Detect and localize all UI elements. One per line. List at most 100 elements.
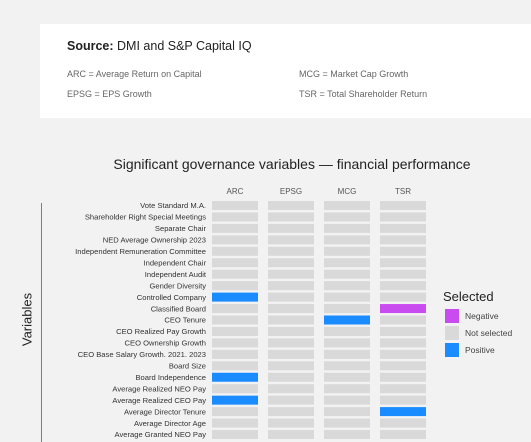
heatmap-cell-controlled-company-mcg <box>324 292 370 302</box>
heatmap-cell-ned-average-ownership-2023-tsr <box>380 235 426 245</box>
heatmap-cell-independent-remuneration-committee-arc <box>212 246 258 256</box>
heatmap-cell-ceo-realized-pay-growth-mcg <box>324 326 370 336</box>
abbreviation-arc: ARC = Average Return on Capital <box>67 69 202 79</box>
axis-accent-line <box>41 203 42 442</box>
row-label-ceo-base-salary-growth-2021-2023: CEO Base Salary Growth. 2021. 2023 <box>78 350 206 359</box>
column-header-mcg: MCG <box>338 187 357 196</box>
heatmap-cell-average-director-tenure-mcg <box>324 407 370 417</box>
heatmap-cell-independent-audit-arc <box>212 269 258 279</box>
heatmap-cell-ceo-base-salary-growth-2021-2023-tsr <box>380 349 426 359</box>
heatmap-cell-ceo-realized-pay-growth-epsg <box>268 326 314 336</box>
heatmap-cell-shareholder-right-special-meetings-tsr <box>380 212 426 222</box>
heatmap-cell-vote-standard-m-a-tsr <box>380 201 426 210</box>
heatmap-cell-average-realized-ceo-pay-epsg <box>268 395 314 405</box>
row-label-board-independence: Board Independence <box>135 373 206 382</box>
heatmap-cell-independent-chair-arc <box>212 258 258 268</box>
heatmap-cell-board-independence-tsr <box>380 372 426 382</box>
heatmap-cell-independent-chair-mcg <box>324 258 370 268</box>
heatmap-cell-average-realized-neo-pay-tsr <box>380 384 426 394</box>
heatmap-cell-shareholder-right-special-meetings-mcg <box>324 212 370 222</box>
heatmap-cell-ceo-ownership-growth-tsr <box>380 338 426 348</box>
row-label-vote-standard-m-a: Vote Standard M.A. <box>140 201 206 210</box>
heatmap-cell-average-realized-neo-pay-epsg <box>268 384 314 394</box>
heatmap-cell-independent-audit-mcg <box>324 269 370 279</box>
chart-title: Significant governance variables — finan… <box>113 156 471 172</box>
heatmap-cell-classified-board-mcg <box>324 304 370 314</box>
row-label-gender-diversity: Gender Diversity <box>149 281 206 290</box>
row-label-average-director-age: Average Director Age <box>134 419 206 428</box>
heatmap-cell-ceo-tenure-arc <box>212 315 258 325</box>
heatmap-cell-average-granted-neo-pay-epsg <box>268 430 314 439</box>
heatmap-cell-controlled-company-epsg <box>268 292 314 302</box>
row-label-average-granted-neo-pay: Average Granted NEO Pay <box>115 430 207 439</box>
row-label-independent-audit: Independent Audit <box>145 270 207 279</box>
heatmap-cell-board-size-arc <box>212 361 258 371</box>
heatmap-cell-average-director-age-mcg <box>324 418 370 428</box>
heatmap-cell-average-realized-ceo-pay-tsr <box>380 395 426 405</box>
heatmap-cell-ceo-realized-pay-growth-tsr <box>380 326 426 336</box>
legend-swatch-negative <box>445 309 459 323</box>
source-title: Source: DMI and S&P Capital IQ <box>67 39 252 53</box>
row-label-classified-board: Classified Board <box>151 304 206 313</box>
row-label-average-director-tenure: Average Director Tenure <box>124 407 206 416</box>
heatmap-cell-average-realized-neo-pay-mcg <box>324 384 370 394</box>
heatmap-cell-average-director-tenure-tsr <box>380 407 426 417</box>
heatmap-cell-average-granted-neo-pay-tsr <box>380 430 426 439</box>
heatmap-cell-ceo-base-salary-growth-2021-2023-arc <box>212 349 258 359</box>
heatmap-cell-gender-diversity-mcg <box>324 281 370 291</box>
row-label-ceo-ownership-growth: CEO Ownership Growth <box>125 339 206 348</box>
legend-swatch-positive <box>445 343 459 357</box>
legend-label-not-selected: Not selected <box>465 328 513 338</box>
heatmap-cell-ceo-base-salary-growth-2021-2023-mcg <box>324 349 370 359</box>
heatmap-cell-board-independence-arc <box>212 372 258 382</box>
heatmap-cell-independent-remuneration-committee-mcg <box>324 246 370 256</box>
legend-swatch-not-selected <box>445 326 459 340</box>
heatmap-cell-gender-diversity-tsr <box>380 281 426 291</box>
heatmap-cell-vote-standard-m-a-epsg <box>268 201 314 210</box>
heatmap-cell-separate-chair-arc <box>212 223 258 233</box>
row-label-controlled-company: Controlled Company <box>137 293 206 302</box>
column-header-tsr: TSR <box>395 187 411 196</box>
heatmap-cell-average-realized-ceo-pay-arc <box>212 395 258 405</box>
heatmap-cell-board-independence-mcg <box>324 372 370 382</box>
heatmap-cell-average-director-tenure-arc <box>212 407 258 417</box>
heatmap-cell-ceo-realized-pay-growth-arc <box>212 326 258 336</box>
heatmap-cell-board-size-epsg <box>268 361 314 371</box>
source-card: Source: DMI and S&P Capital IQ ARC = Ave… <box>40 24 531 118</box>
heatmap-cell-ned-average-ownership-2023-arc <box>212 235 258 245</box>
row-label-independent-chair: Independent Chair <box>144 258 207 267</box>
heatmap-cell-ned-average-ownership-2023-epsg <box>268 235 314 245</box>
heatmap-cell-shareholder-right-special-meetings-epsg <box>268 212 314 222</box>
heatmap-cell-average-granted-neo-pay-arc <box>212 430 258 439</box>
heatmap-cell-classified-board-epsg <box>268 304 314 314</box>
abbreviation-tsr: TSR = Total Shareholder Return <box>299 89 428 99</box>
row-label-average-realized-neo-pay: Average Realized NEO Pay <box>112 384 206 393</box>
row-label-separate-chair: Separate Chair <box>155 224 207 233</box>
heatmap-cell-ceo-ownership-growth-mcg <box>324 338 370 348</box>
heatmap-cell-independent-remuneration-committee-epsg <box>268 246 314 256</box>
heatmap-plot: ARC EPSG MCG TSR Vote Standard M.A. Sharehold… <box>75 187 426 439</box>
heatmap-cell-classified-board-tsr <box>380 304 426 314</box>
heatmap-cell-board-size-mcg <box>324 361 370 371</box>
row-label-average-realized-ceo-pay: Average Realized CEO Pay <box>112 396 206 405</box>
heatmap-cell-ceo-tenure-epsg <box>268 315 314 325</box>
heatmap-cell-board-independence-epsg <box>268 372 314 382</box>
heatmap-cell-gender-diversity-arc <box>212 281 258 291</box>
heatmap-cell-controlled-company-tsr <box>380 292 426 302</box>
row-label-shareholder-right-special-meetings: Shareholder Right Special Meetings <box>85 213 206 222</box>
heatmap-cell-separate-chair-epsg <box>268 223 314 233</box>
heatmap-cell-ceo-ownership-growth-arc <box>212 338 258 348</box>
heatmap-cell-independent-chair-tsr <box>380 258 426 268</box>
row-label-independent-remuneration-committee: Independent Remuneration Committee <box>75 247 206 256</box>
row-label-ned-average-ownership-2023: NED Average Ownership 2023 <box>103 236 206 245</box>
row-label-ceo-realized-pay-growth: CEO Realized Pay Growth <box>116 327 206 336</box>
heatmap-cell-controlled-company-arc <box>212 292 258 302</box>
heatmap-cell-average-director-tenure-epsg <box>268 407 314 417</box>
heatmap-cell-vote-standard-m-a-arc <box>212 201 258 210</box>
heatmap-cell-independent-remuneration-committee-tsr <box>380 246 426 256</box>
heatmap-cell-average-director-age-tsr <box>380 418 426 428</box>
heatmap-cell-average-realized-ceo-pay-mcg <box>324 395 370 405</box>
legend-label-positive: Positive <box>465 345 495 355</box>
row-label-board-size: Board Size <box>169 362 206 371</box>
abbreviation-mcg: MCG = Market Cap Growth <box>299 69 409 79</box>
